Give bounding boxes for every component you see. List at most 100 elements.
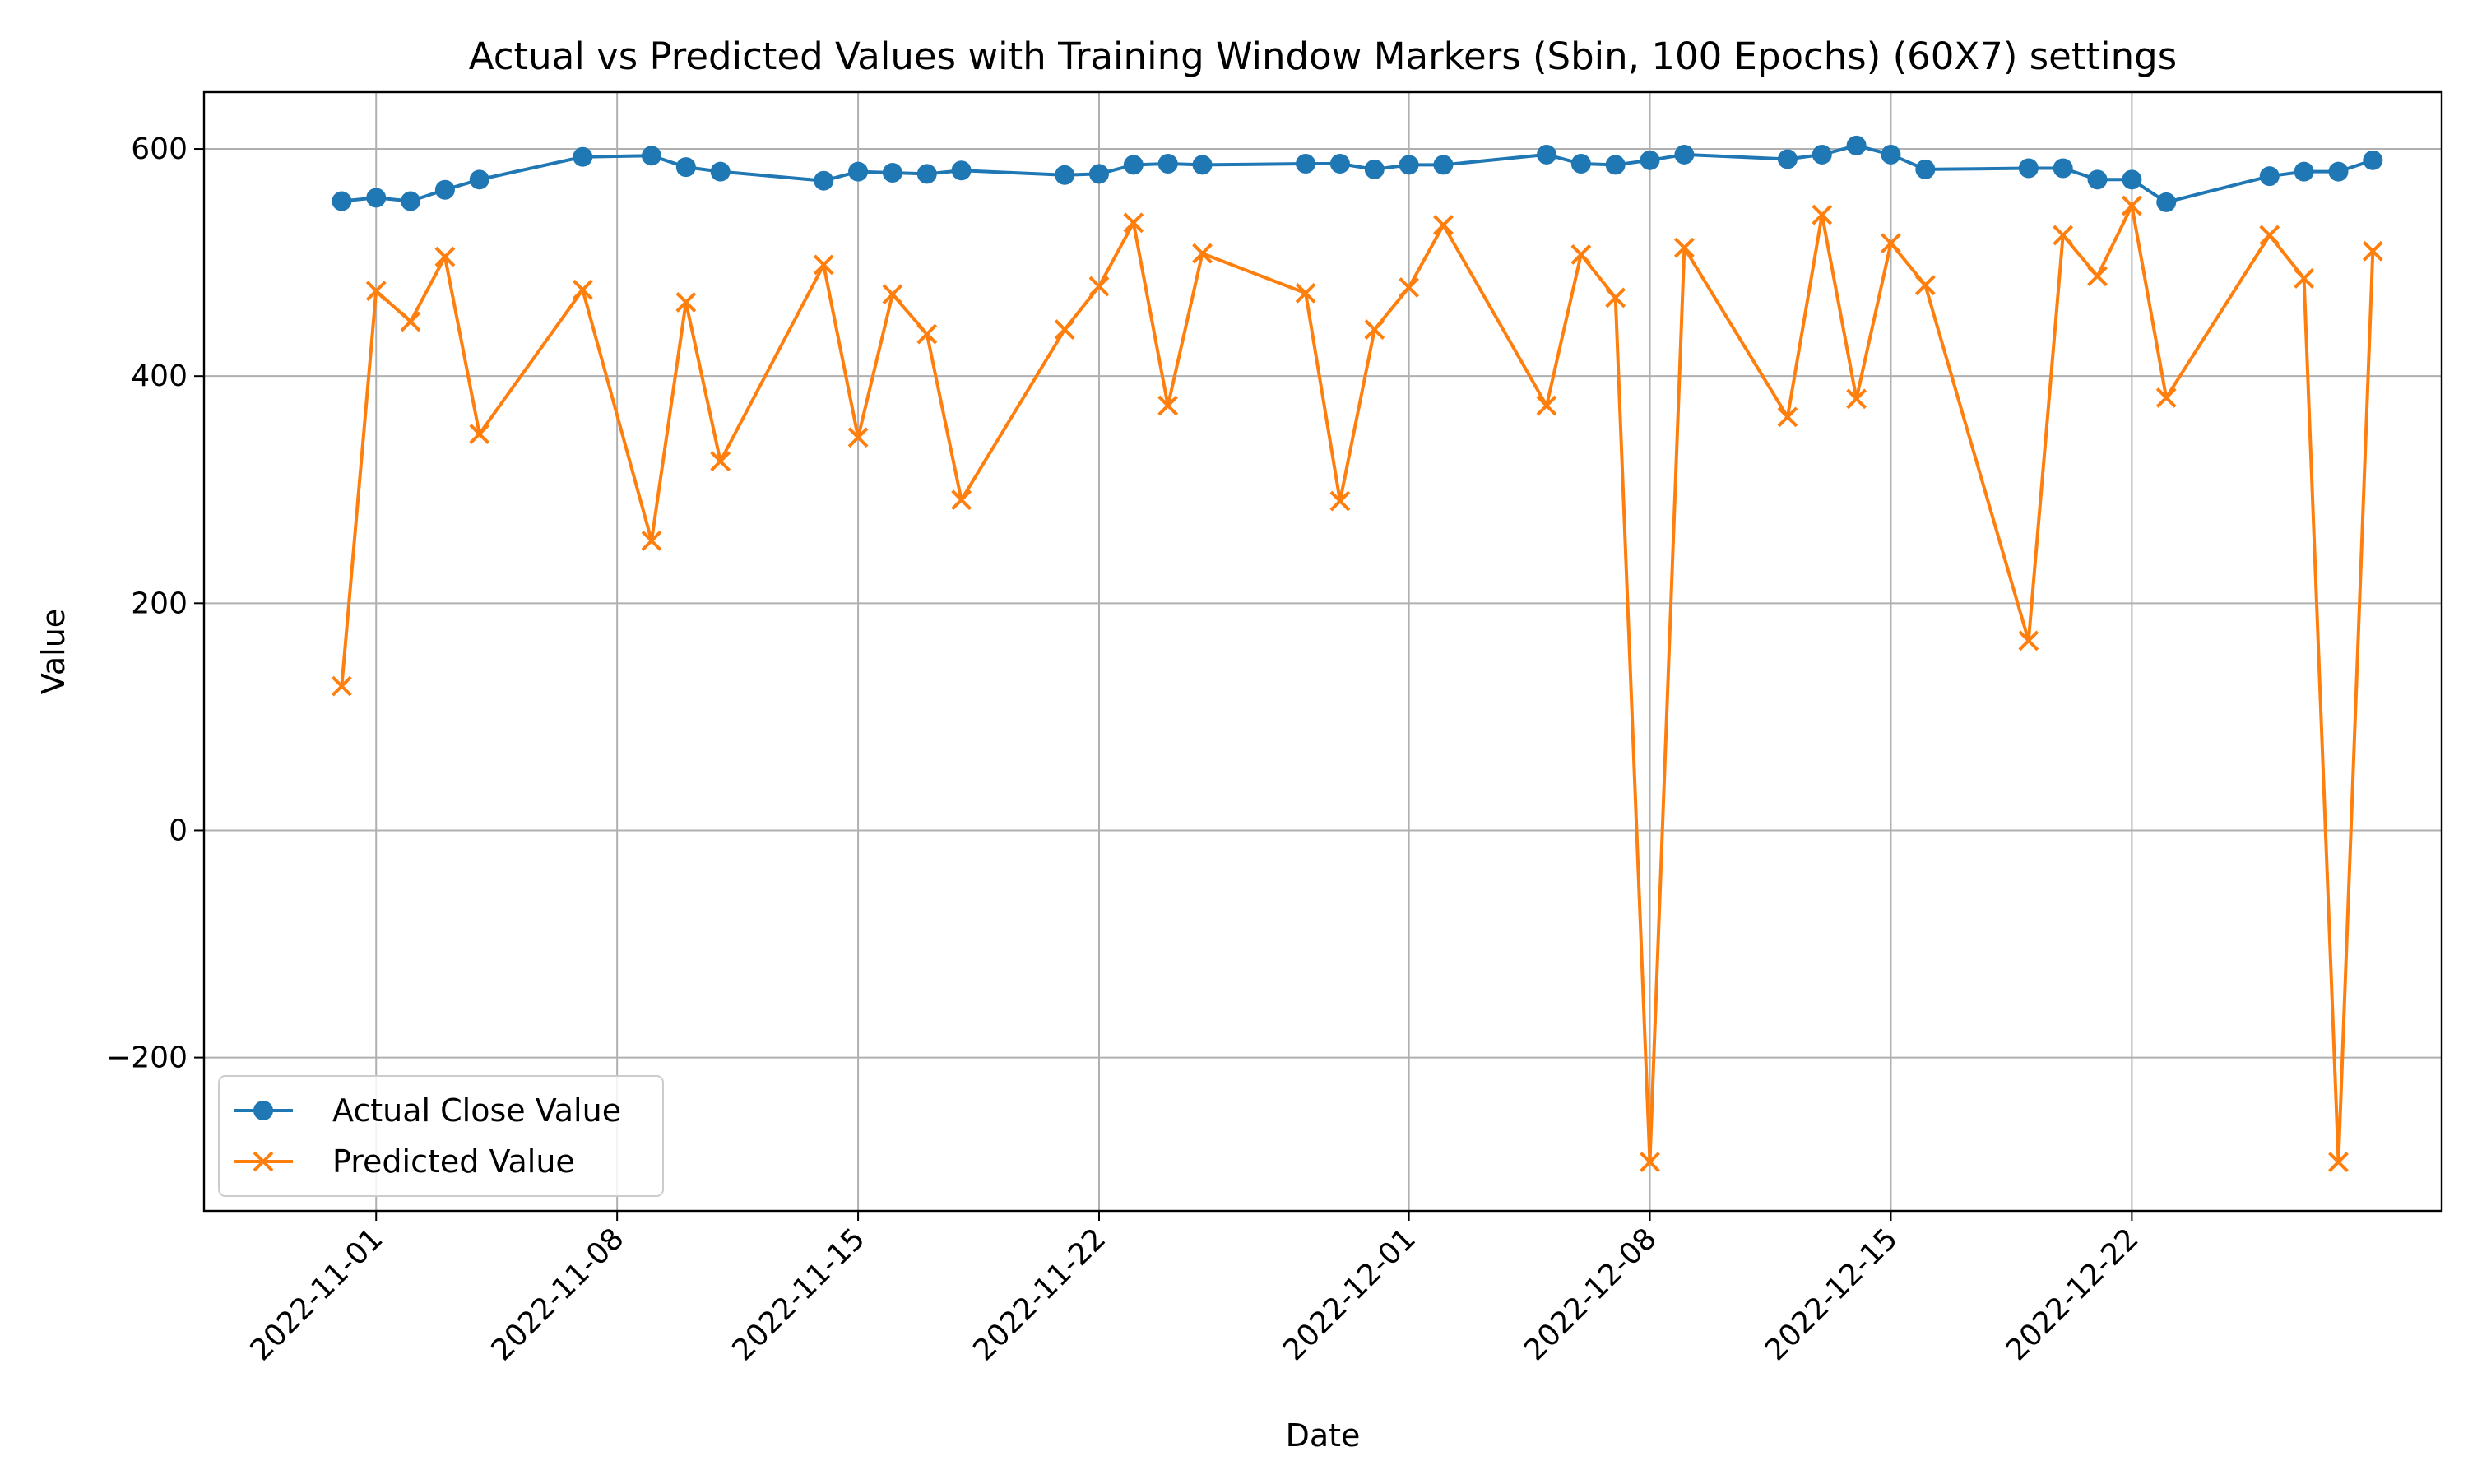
y-axis-label: Value (35, 609, 72, 694)
data-point (2155, 387, 2177, 408)
data-point (1846, 388, 1867, 410)
data-point (1054, 319, 1075, 340)
data-point (1123, 212, 1144, 234)
data-point (1812, 144, 1832, 165)
data-point (1846, 135, 1867, 155)
series-predicted-value (331, 195, 2383, 1173)
data-point (951, 489, 972, 511)
legend-box (218, 1075, 664, 1197)
data-point (2294, 161, 2314, 182)
data-point (1605, 155, 1626, 175)
data-point (1537, 144, 1556, 165)
legend-marker (253, 1101, 273, 1120)
y-tick-label: −200 (106, 1041, 188, 1075)
data-point (1399, 277, 1420, 298)
data-point (1812, 204, 1833, 225)
data-point (813, 254, 834, 276)
data-point (1364, 319, 1385, 340)
legend-label: Actual Close Value (332, 1092, 621, 1129)
y-tick-label: 600 (131, 132, 188, 166)
data-point (641, 530, 662, 551)
data-point (572, 279, 593, 300)
data-point (401, 191, 421, 211)
data-point (2087, 266, 2108, 287)
data-point (1329, 490, 1351, 512)
data-point (2087, 169, 2108, 190)
y-tick-label: 400 (131, 359, 188, 393)
data-point (916, 323, 938, 345)
data-point (2259, 225, 2280, 246)
data-point (469, 169, 489, 190)
y-tick-label: 0 (169, 814, 188, 847)
legend-marker (253, 1151, 274, 1172)
data-point (916, 164, 937, 184)
data-point (1914, 275, 1936, 296)
data-point (2362, 240, 2383, 262)
data-point (710, 161, 731, 182)
plot-frame (202, 90, 2443, 1213)
series-actual-close-value (332, 135, 2383, 212)
data-point (2122, 169, 2142, 190)
data-point (882, 284, 903, 305)
data-point (1192, 243, 1213, 264)
data-point (814, 170, 834, 191)
data-point (1157, 395, 1179, 416)
grid-layer (204, 92, 2442, 1211)
data-point (1157, 153, 1178, 174)
data-point (1536, 395, 1557, 416)
data-point (1088, 276, 1110, 297)
data-point (1123, 155, 1144, 175)
data-point (1640, 1152, 1660, 1173)
data-point (1881, 144, 1901, 165)
data-point (642, 146, 661, 166)
data-point (2018, 158, 2039, 179)
data-point (469, 424, 490, 445)
data-point (1570, 153, 1591, 174)
data-point (2363, 150, 2383, 170)
legend: Actual Close Value Predicted Value (218, 1075, 664, 1197)
data-point (1055, 165, 1075, 185)
data-point (1329, 153, 1350, 174)
data-point (400, 311, 421, 332)
data-point (2156, 192, 2177, 212)
data-point (1915, 159, 1936, 179)
data-point (2328, 161, 2349, 182)
data-point (675, 292, 697, 313)
x-axis-label: Date (1286, 1417, 1361, 1454)
data-point (2328, 1152, 2349, 1173)
data-point (434, 179, 455, 200)
data-point (1605, 287, 1626, 308)
series-layer (331, 135, 2383, 1173)
data-point (366, 188, 387, 208)
data-point (2053, 225, 2074, 246)
data-point (1777, 406, 1798, 428)
data-point (1570, 244, 1592, 265)
data-point (882, 163, 902, 183)
data-point (1881, 233, 1901, 254)
data-point (1640, 150, 1660, 170)
data-point (2259, 166, 2280, 187)
data-point (2018, 630, 2039, 652)
data-point (2121, 195, 2142, 216)
y-tick-label: 200 (131, 587, 188, 620)
data-point (847, 427, 869, 448)
data-point (1364, 159, 1385, 179)
data-point (2294, 268, 2315, 289)
data-point (1192, 155, 1213, 175)
data-point (1673, 237, 1695, 258)
data-point (1674, 144, 1695, 165)
data-point (434, 246, 456, 267)
legend-label: Predicted Value (332, 1143, 575, 1180)
data-point (1089, 164, 1109, 184)
data-point (1296, 153, 1316, 174)
data-point (951, 160, 972, 181)
chart-title: Actual vs Predicted Values with Training… (469, 35, 2177, 78)
data-point (1433, 155, 1454, 175)
data-point (675, 157, 696, 178)
data-point (848, 161, 869, 182)
data-point (1433, 215, 1454, 235)
data-point (573, 146, 593, 167)
